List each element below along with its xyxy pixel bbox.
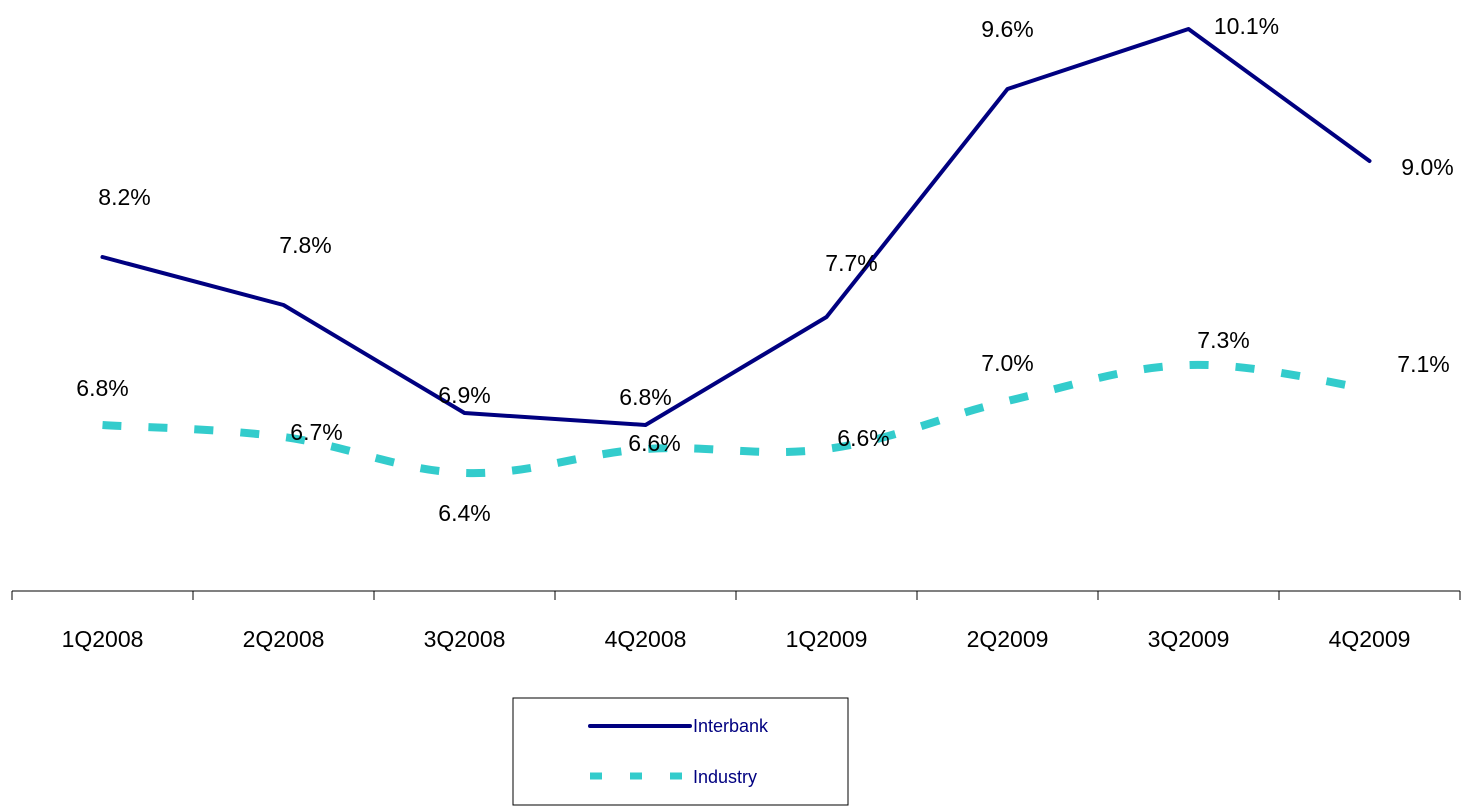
x-tick-label: 4Q2009	[1329, 626, 1411, 652]
data-labels: 8.2% 7.8% 6.9% 6.8% 7.7% 9.6% 10.1% 9.0% 6.8% 6.7…	[76, 13, 1453, 526]
data-label-industry: 7.0%	[981, 350, 1033, 376]
data-label-interbank: 7.7%	[825, 250, 877, 276]
data-label-interbank: 6.9%	[438, 382, 490, 408]
data-label-interbank: 8.2%	[98, 184, 150, 210]
x-tick-label: 3Q2008	[424, 626, 506, 652]
x-tick-label: 1Q2009	[786, 626, 868, 652]
x-tick-label: 1Q2008	[62, 626, 144, 652]
data-label-interbank: 7.8%	[279, 232, 331, 258]
legend-label-interbank: Interbank	[693, 716, 769, 736]
x-axis: 1Q2008 2Q2008 3Q2008 4Q2008 1Q2009 2Q2009 3Q20…	[11, 590, 1461, 652]
data-label-industry: 6.8%	[76, 375, 128, 401]
data-label-industry: 6.6%	[837, 425, 889, 451]
legend-box	[512, 697, 849, 806]
data-label-industry: 7.1%	[1397, 351, 1449, 377]
data-label-interbank: 6.8%	[619, 384, 671, 410]
data-label-industry: 6.6%	[628, 430, 680, 456]
x-tick-label: 4Q2008	[605, 626, 687, 652]
series-line-interbank	[100, 27, 1372, 427]
data-label-industry: 6.7%	[290, 419, 342, 445]
x-tick-label: 2Q2009	[967, 626, 1049, 652]
x-tick-label: 2Q2008	[243, 626, 325, 652]
x-tick-label: 3Q2009	[1148, 626, 1230, 652]
series-lines	[100, 27, 1372, 478]
legend-label-industry: Industry	[693, 767, 757, 787]
data-label-industry: 6.4%	[438, 500, 490, 526]
legend: Interbank Industry	[512, 697, 849, 806]
data-label-interbank: 9.6%	[981, 16, 1033, 42]
data-label-industry: 7.3%	[1197, 327, 1249, 353]
data-label-interbank: 10.1%	[1214, 13, 1279, 39]
data-label-interbank: 9.0%	[1401, 154, 1453, 180]
